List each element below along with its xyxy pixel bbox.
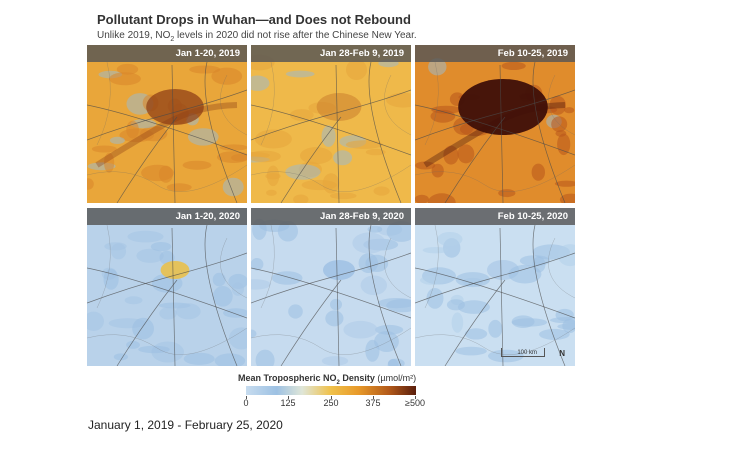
scale-label: 100 km — [517, 350, 537, 356]
map-image — [87, 45, 247, 203]
legend-tick-label: 250 — [323, 398, 339, 408]
map-panel-jan28-2020: Jan 28-Feb 9, 2020 — [251, 208, 411, 366]
map-image — [415, 208, 575, 366]
panel-date-label: Jan 1-20, 2019 — [87, 45, 247, 62]
date-range: January 1, 2019 - February 25, 2020 — [88, 418, 283, 432]
legend-tick — [415, 396, 416, 399]
map-panel-feb-2019: Feb 10-25, 2019 — [415, 45, 575, 203]
panel-date-label: Jan 28-Feb 9, 2020 — [251, 208, 411, 225]
legend-color-bar — [246, 386, 416, 395]
map-grid: Jan 1-20, 2019 Jan 28-Feb 9, 2019 Feb 10… — [87, 45, 575, 368]
map-panel-jan-2020: Jan 1-20, 2020 — [87, 208, 247, 366]
map-image — [251, 208, 411, 366]
panel-date-label: Feb 10-25, 2020 — [415, 208, 575, 225]
legend-tick-label: ≥500 — [405, 398, 425, 408]
legend-tick — [331, 396, 332, 399]
scale-bar — [501, 348, 545, 357]
panel-date-label: Feb 10-25, 2019 — [415, 45, 575, 62]
map-subtitle: Unlike 2019, NO2 levels in 2020 did not … — [97, 30, 417, 43]
map-panel-feb-2020: Feb 10-25, 2020 100 km N — [415, 208, 575, 366]
map-image — [87, 208, 247, 366]
legend-tick-label: 0 — [243, 398, 249, 408]
map-image — [251, 45, 411, 203]
legend-title: Mean Tropospheric NO2 Density (µmol/m²) — [238, 373, 417, 386]
panel-date-label: Jan 28-Feb 9, 2019 — [251, 45, 411, 62]
map-panel-jan-2019: Jan 1-20, 2019 — [87, 45, 247, 203]
legend-tick-label: 375 — [365, 398, 381, 408]
legend-tick — [373, 396, 374, 399]
legend-tick-label: 125 — [280, 398, 296, 408]
map-title: Pollutant Drops in Wuhan—and Does not Re… — [97, 12, 411, 27]
legend-tick — [246, 396, 247, 399]
north-arrow-icon: N — [559, 349, 565, 358]
map-panel-jan28-2019: Jan 28-Feb 9, 2019 — [251, 45, 411, 203]
panel-date-label: Jan 1-20, 2020 — [87, 208, 247, 225]
map-image — [415, 45, 575, 203]
legend-tick — [288, 396, 289, 399]
